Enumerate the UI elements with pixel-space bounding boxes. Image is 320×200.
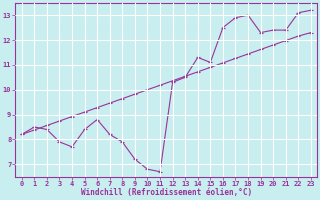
X-axis label: Windchill (Refroidissement éolien,°C): Windchill (Refroidissement éolien,°C) (81, 188, 252, 197)
